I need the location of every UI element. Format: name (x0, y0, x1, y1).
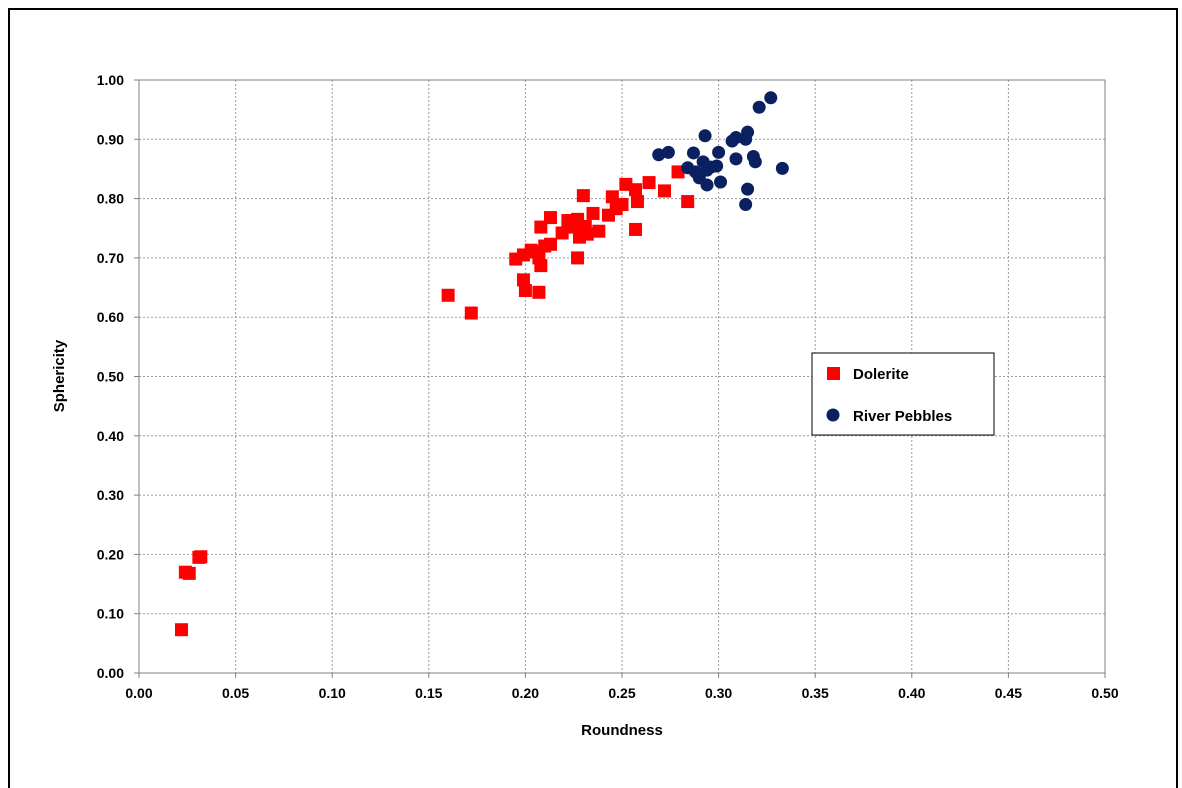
dolerite-point (630, 195, 644, 209)
y-tick-label: 0.40 (97, 428, 124, 444)
dolerite-point (544, 237, 558, 251)
x-tick-label: 0.35 (802, 685, 829, 701)
river-pebbles-point (729, 131, 743, 145)
x-tick-label: 0.20 (512, 685, 539, 701)
y-tick-label: 0.20 (97, 546, 124, 562)
dolerite-point (464, 306, 478, 320)
dolerite-point (544, 211, 558, 225)
dolerite-point (576, 189, 590, 203)
x-axis-label: Roundness (581, 722, 663, 739)
x-tick-label: 0.45 (995, 685, 1022, 701)
dolerite-point (629, 222, 643, 236)
dolerite-point (534, 259, 548, 273)
legend-marker-river-pebbles (826, 408, 840, 422)
y-tick-label: 0.10 (97, 606, 124, 622)
river-pebbles-point (752, 100, 766, 114)
dolerite-point (586, 206, 600, 220)
river-pebbles-point (739, 198, 753, 212)
x-axis-ticks: 0.00 0.05 0.10 0.15 0.20 0.25 0.30 0.35 0.40 0.45… (125, 673, 1119, 701)
y-tick-label: 0.00 (97, 665, 124, 681)
dolerite-point (182, 566, 196, 580)
river-pebbles-point (712, 145, 726, 159)
legend: Dolerite River Pebbles (811, 352, 995, 436)
legend-box (811, 352, 995, 436)
dolerite-point (175, 623, 189, 637)
y-tick-label: 0.90 (97, 131, 124, 147)
dolerite-point (658, 184, 672, 198)
river-pebbles-point (698, 129, 712, 143)
x-tick-label: 0.25 (608, 685, 635, 701)
x-tick-label: 0.15 (415, 685, 442, 701)
legend-label-river-pebbles: River Pebbles (853, 408, 952, 425)
y-axis-ticks: 0.00 0.10 0.20 0.30 0.40 0.50 0.60 0.70 0.80 0.90… (97, 72, 139, 681)
x-tick-label: 0.00 (125, 685, 152, 701)
y-axis-label: Sphericity (51, 339, 68, 412)
scatter-chart: 0.00 0.05 0.10 0.15 0.20 0.25 0.30 0.35 0.40 0.45… (51, 72, 1119, 739)
river-pebbles-point (741, 182, 755, 196)
river-pebbles-point (775, 161, 789, 175)
dolerite-point (681, 195, 695, 209)
x-tick-label: 0.50 (1091, 685, 1118, 701)
dolerite-point (642, 176, 656, 190)
river-pebbles-point (741, 125, 755, 139)
river-pebbles-point (729, 152, 743, 166)
dolerite-point (518, 284, 532, 298)
river-pebbles-point (714, 175, 728, 189)
y-tick-label: 0.70 (97, 250, 124, 266)
dolerite-point (532, 285, 546, 299)
dolerite-point (571, 251, 585, 265)
data-points (175, 91, 789, 637)
dolerite-point (580, 227, 594, 241)
x-tick-label: 0.10 (319, 685, 346, 701)
dolerite-point (592, 224, 606, 238)
y-tick-label: 0.80 (97, 191, 124, 207)
dolerite-point (516, 273, 530, 287)
river-pebbles-point (710, 159, 724, 173)
legend-label-dolerite: Dolerite (853, 366, 909, 383)
river-pebbles-point (700, 178, 714, 192)
y-tick-label: 0.50 (97, 369, 124, 385)
river-pebbles-point (748, 155, 762, 169)
x-tick-label: 0.40 (898, 685, 925, 701)
river-pebbles-point (764, 91, 778, 105)
river-pebbles-point (686, 146, 700, 160)
dolerite-point (615, 198, 629, 212)
dolerite-point (629, 183, 643, 197)
legend-marker-dolerite (827, 367, 840, 380)
dolerite-point (555, 226, 569, 240)
chart-frame (8, 8, 1178, 788)
x-tick-label: 0.30 (705, 685, 732, 701)
y-tick-label: 0.60 (97, 309, 124, 325)
dolerite-point (194, 550, 208, 564)
y-tick-label: 1.00 (97, 72, 124, 88)
y-tick-label: 0.30 (97, 487, 124, 503)
dolerite-point (441, 288, 455, 302)
river-pebbles-point (661, 145, 675, 159)
x-tick-label: 0.05 (222, 685, 249, 701)
